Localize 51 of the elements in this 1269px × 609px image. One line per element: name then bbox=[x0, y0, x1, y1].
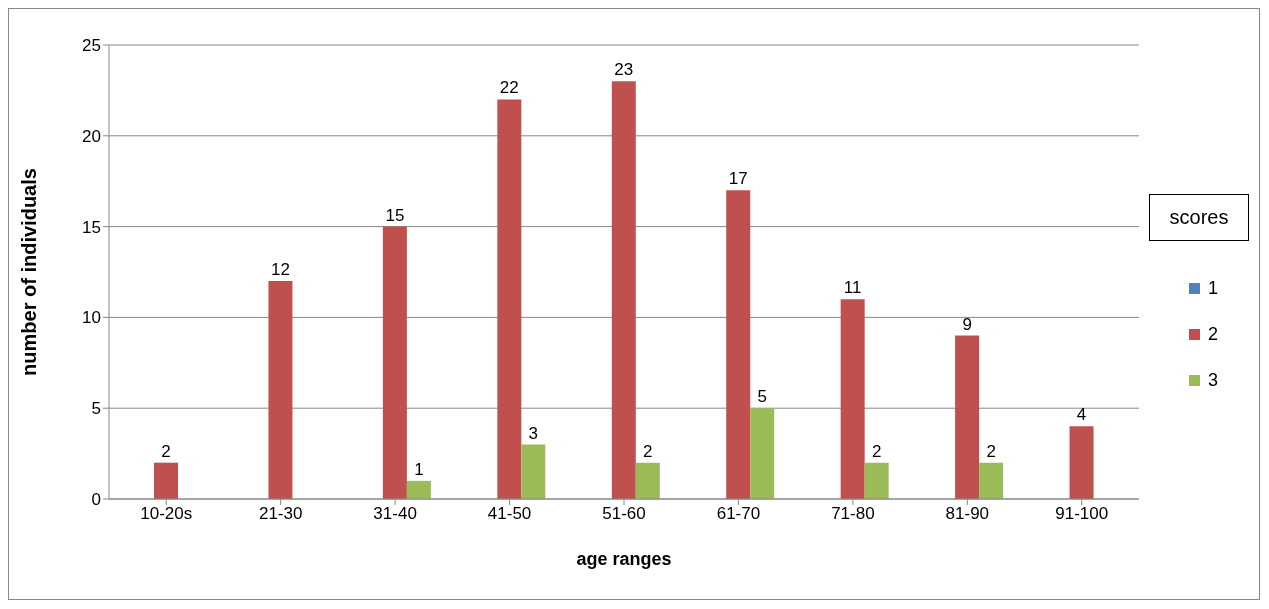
data-label: 2 bbox=[986, 441, 996, 461]
x-tick-label: 31-40 bbox=[373, 504, 417, 524]
x-tick-label: 41-50 bbox=[487, 504, 532, 524]
bar bbox=[154, 462, 178, 499]
data-label: 23 bbox=[614, 60, 634, 80]
bar bbox=[840, 299, 865, 499]
data-label: 1 bbox=[414, 459, 424, 479]
x-tick-label: 10-20s bbox=[140, 504, 193, 524]
x-tick-label: 61-70 bbox=[716, 504, 761, 524]
bar bbox=[635, 462, 660, 499]
data-label: 12 bbox=[270, 260, 290, 280]
y-axis-title: number of individuals bbox=[18, 168, 41, 376]
x-tick-label: 21-30 bbox=[258, 504, 303, 524]
x-tick-label: 81-90 bbox=[945, 504, 990, 524]
bar bbox=[521, 444, 546, 499]
bar bbox=[750, 408, 775, 499]
data-label: 11 bbox=[843, 278, 862, 298]
data-label: 9 bbox=[962, 314, 972, 334]
data-label: 2 bbox=[161, 441, 171, 461]
data-label: 5 bbox=[757, 387, 767, 407]
legend-label: 1 bbox=[1208, 277, 1219, 299]
y-tick-label: 10 bbox=[82, 308, 101, 328]
y-tick-label: 20 bbox=[82, 126, 101, 146]
x-tick-label: 91-100 bbox=[1055, 504, 1109, 524]
y-tick-label: 5 bbox=[91, 399, 101, 419]
x-tick-label: 51-60 bbox=[602, 504, 646, 524]
data-label: 2 bbox=[643, 441, 653, 461]
y-tick-label: 25 bbox=[82, 36, 101, 56]
data-label: 15 bbox=[385, 205, 405, 225]
bar bbox=[726, 190, 751, 499]
bar bbox=[979, 462, 1004, 499]
legend-title: scores bbox=[1149, 194, 1249, 241]
x-axis-title: age ranges bbox=[576, 549, 672, 569]
y-tick-label: 15 bbox=[82, 217, 101, 237]
bar bbox=[864, 462, 889, 499]
bar bbox=[1069, 426, 1094, 499]
data-label: 2 bbox=[871, 441, 882, 461]
data-label: 22 bbox=[499, 78, 519, 98]
bar bbox=[497, 99, 522, 499]
legend-label: 3 bbox=[1208, 369, 1219, 391]
data-label: 3 bbox=[528, 423, 539, 443]
bar bbox=[955, 335, 980, 499]
x-tick-label: 71-80 bbox=[831, 504, 875, 524]
data-label: 4 bbox=[1076, 405, 1087, 425]
bar bbox=[406, 480, 431, 499]
data-label: 17 bbox=[728, 169, 748, 189]
y-tick-label: 0 bbox=[91, 490, 101, 510]
bar bbox=[268, 281, 293, 499]
bar bbox=[611, 81, 636, 499]
legend-label: 2 bbox=[1208, 323, 1219, 345]
bar bbox=[382, 226, 407, 499]
